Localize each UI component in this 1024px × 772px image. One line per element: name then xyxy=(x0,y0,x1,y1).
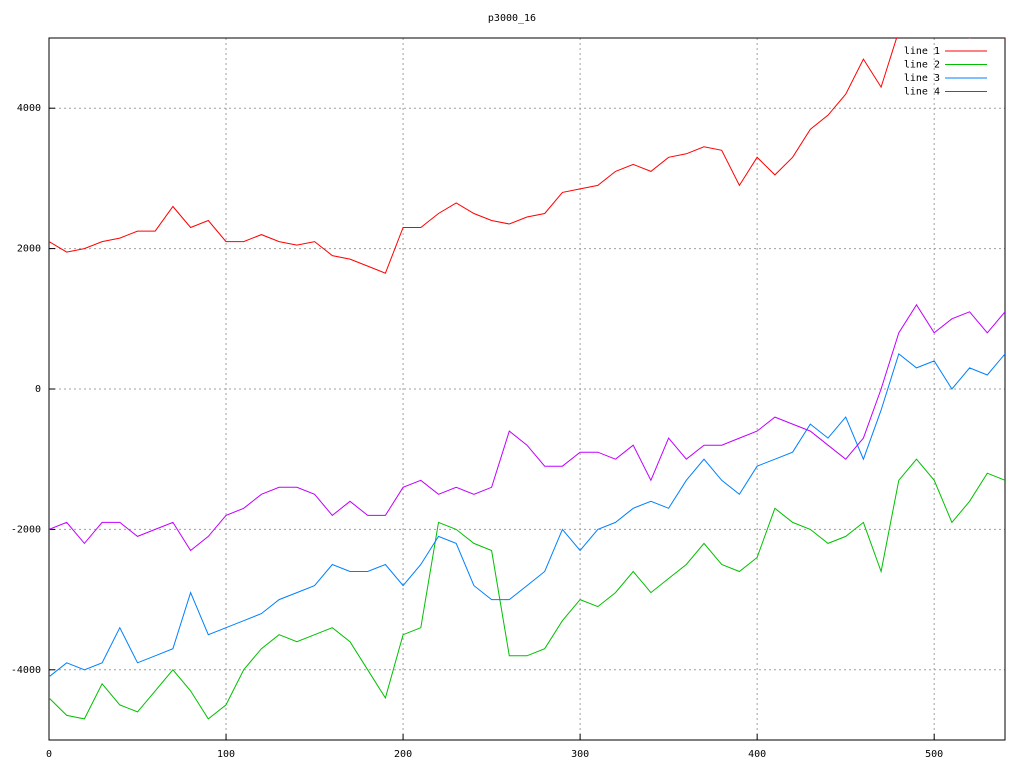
y-tick-label: 0 xyxy=(35,384,41,395)
x-tick-label: 0 xyxy=(46,749,52,760)
data-line xyxy=(49,353,1005,678)
y-tick-label: 2000 xyxy=(17,244,41,255)
x-tick-label: 200 xyxy=(394,749,412,760)
data-line xyxy=(49,303,1005,552)
data-line xyxy=(49,458,1005,720)
y-tick-label: 4000 xyxy=(17,103,41,114)
y-tick-label: -4000 xyxy=(11,665,41,676)
legend-label: line 3 xyxy=(904,73,940,84)
x-tick-label: 100 xyxy=(217,749,235,760)
plot-area xyxy=(49,38,1005,720)
plot-frame xyxy=(48,37,1006,741)
chart-title: p3000_16 xyxy=(488,13,536,24)
x-tick-label: 300 xyxy=(571,749,589,760)
y-tick-label: -2000 xyxy=(11,524,41,535)
x-tick-label: 400 xyxy=(748,749,766,760)
legend-label: line 1 xyxy=(904,46,940,57)
legend-label: line 4 xyxy=(904,87,940,98)
x-tick-label: 500 xyxy=(925,749,943,760)
data-line xyxy=(49,38,1005,274)
legend-label: line 2 xyxy=(904,60,940,71)
